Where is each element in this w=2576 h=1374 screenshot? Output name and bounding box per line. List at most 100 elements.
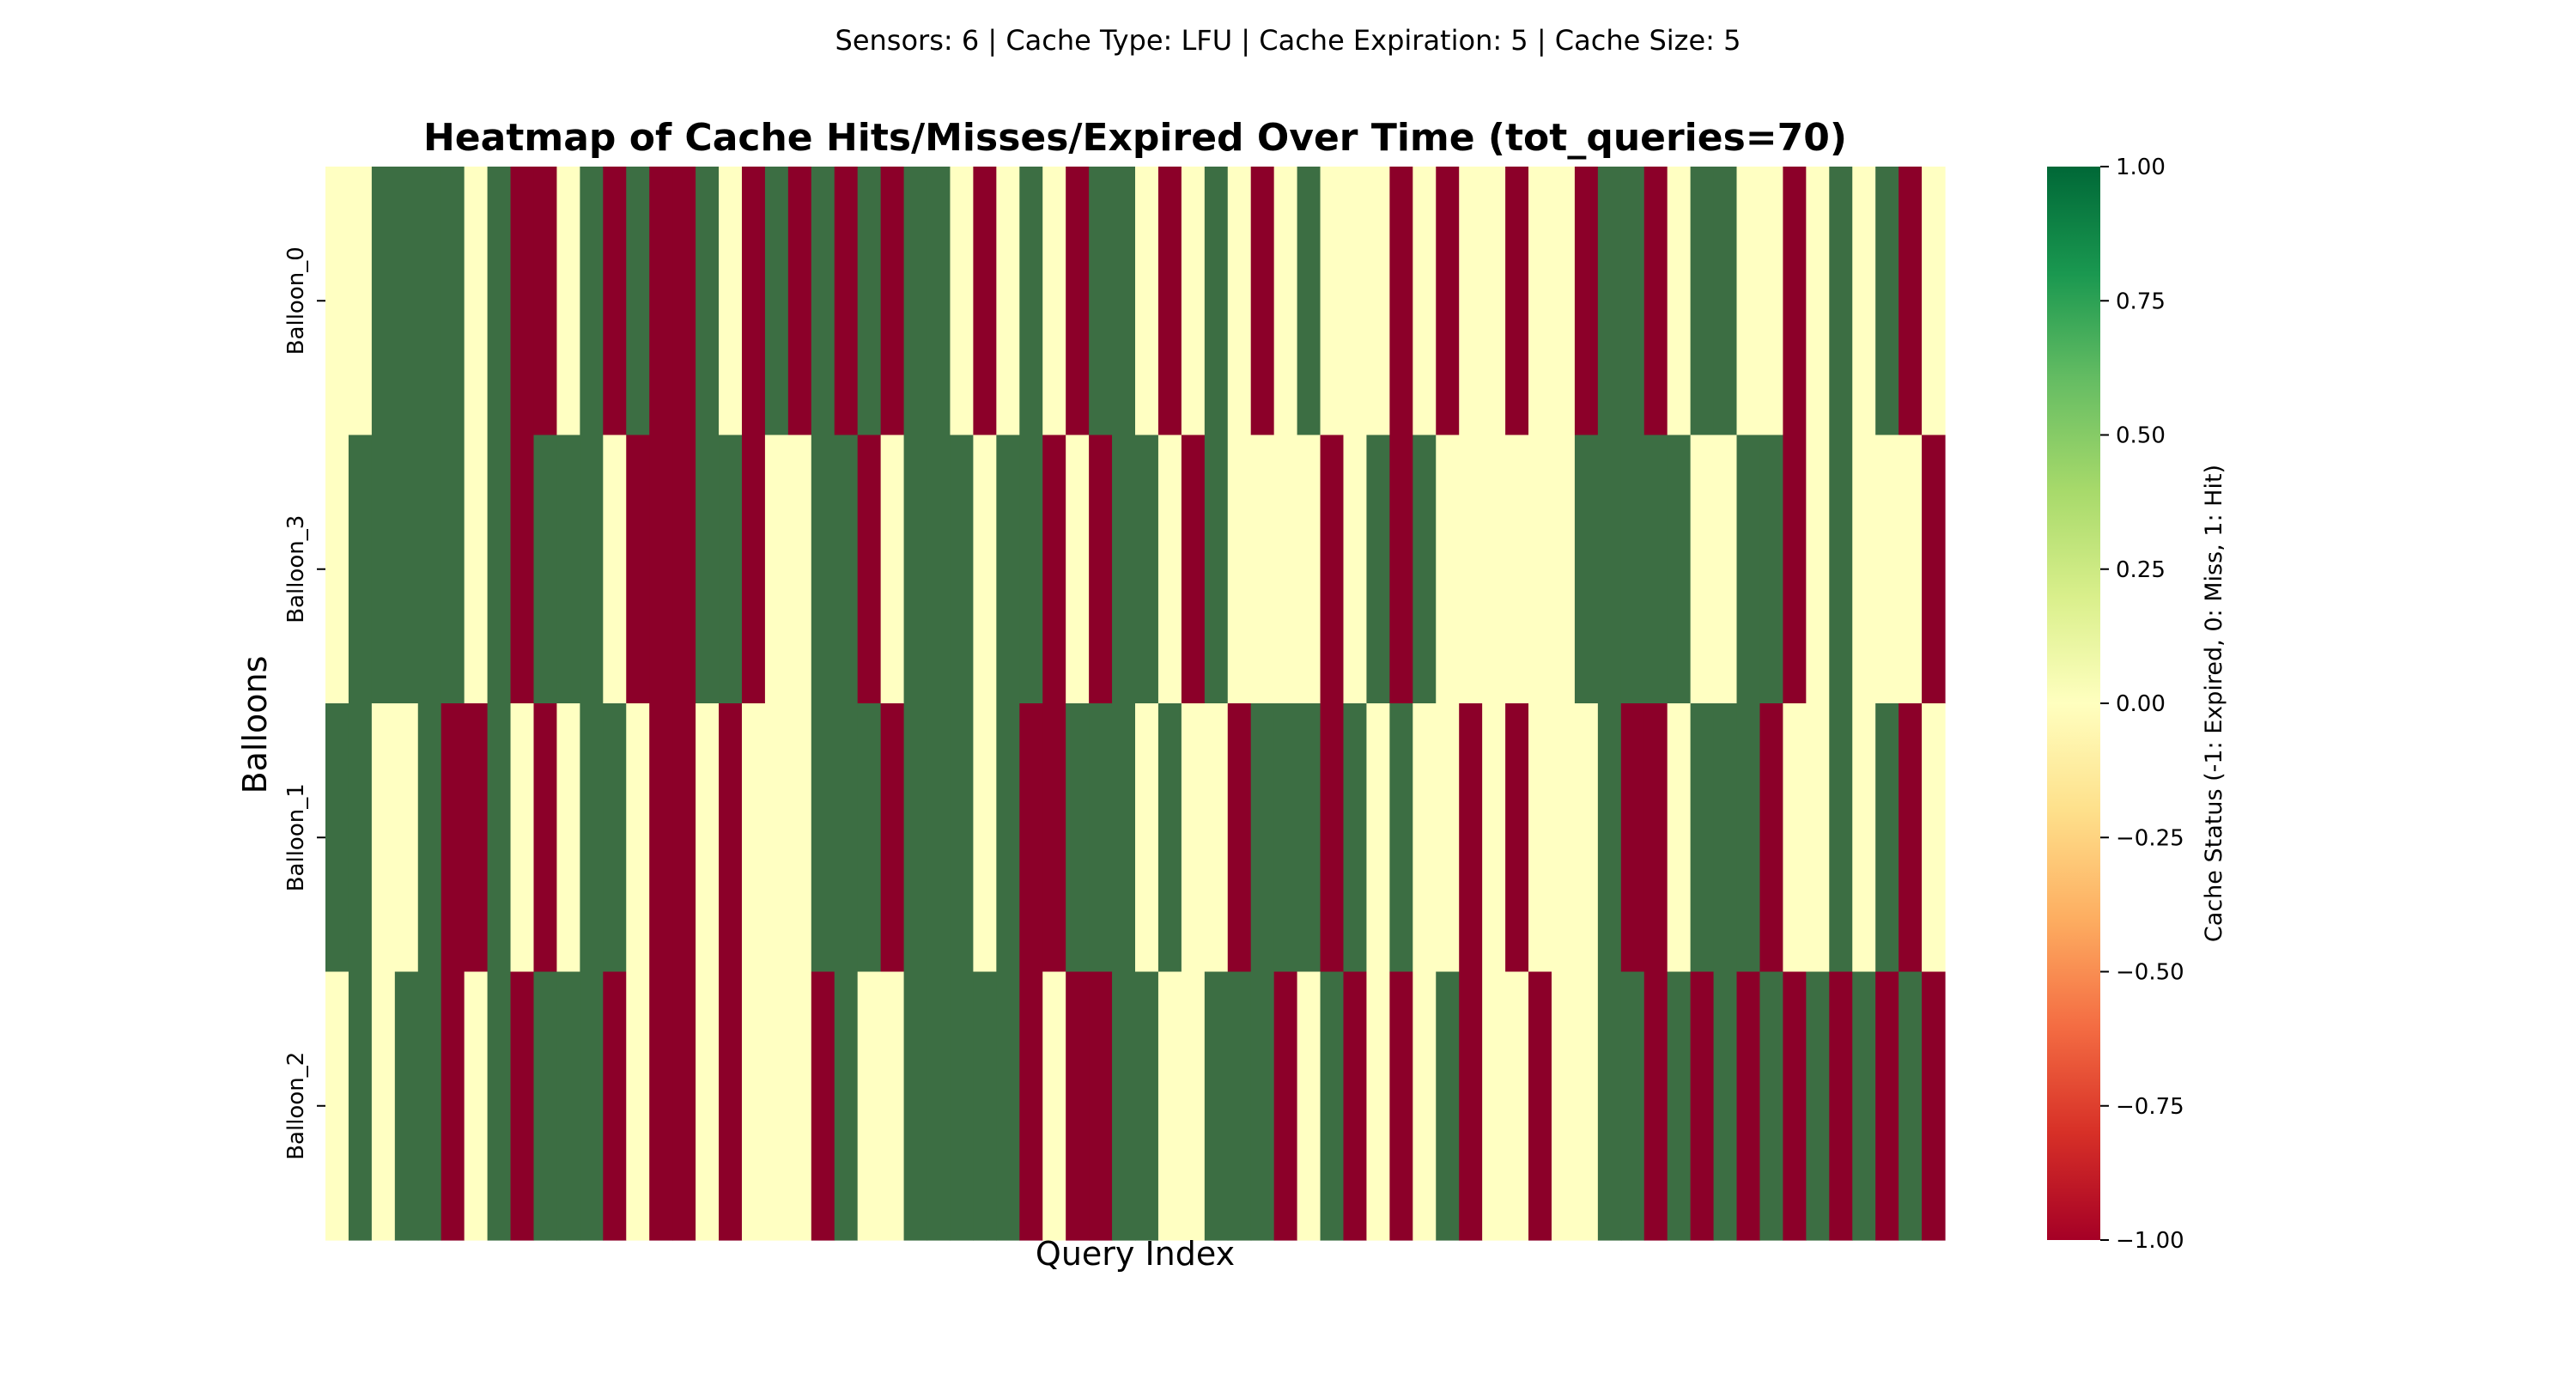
heatmap-cell: [649, 167, 673, 436]
heatmap-cell: [1250, 703, 1275, 973]
heatmap-cell: [556, 703, 580, 973]
heatmap-cell: [556, 971, 580, 1241]
heatmap-cell: [1852, 167, 1876, 436]
heatmap-cell: [764, 167, 789, 436]
heatmap-cell: [973, 167, 997, 436]
heatmap-cell: [533, 703, 558, 973]
heatmap-cell: [719, 703, 743, 973]
heatmap-cell: [1436, 435, 1460, 704]
heatmap-cell: [1413, 971, 1437, 1241]
heatmap-cell: [1389, 971, 1413, 1241]
heatmap-cell: [1643, 703, 1668, 973]
heatmap-cell: [1366, 435, 1390, 704]
heatmap-cell: [649, 703, 673, 973]
y-tick-label: Balloon_1: [283, 783, 309, 891]
heatmap-cell: [394, 703, 419, 973]
heatmap-cell: [857, 971, 882, 1241]
heatmap-cell: [510, 435, 535, 704]
heatmap-cell: [1505, 703, 1529, 973]
heatmap-cell: [440, 167, 465, 436]
heatmap-cell: [371, 703, 396, 973]
heatmap-cell: [1204, 971, 1229, 1241]
heatmap-cell: [811, 703, 835, 973]
heatmap-cell: [996, 167, 1020, 436]
heatmap-cell: [1551, 703, 1576, 973]
heatmap-cell: [903, 435, 928, 704]
heatmap-cell: [834, 167, 859, 436]
heatmap-cell: [1135, 703, 1159, 973]
heatmap-cell: [1066, 971, 1090, 1241]
heatmap-cell: [719, 435, 743, 704]
heatmap-cell: [764, 435, 789, 704]
heatmap-cell: [741, 971, 766, 1241]
heatmap-cell: [1852, 971, 1876, 1241]
heatmap-cell: [1620, 971, 1645, 1241]
heatmap-cell: [440, 971, 465, 1241]
heatmap-cell: [1089, 703, 1113, 973]
heatmap-cell: [417, 971, 442, 1241]
heatmap-cell: [696, 435, 720, 704]
heatmap-cell: [1690, 703, 1715, 973]
heatmap-cell: [1066, 703, 1090, 973]
heatmap-cell: [1759, 971, 1783, 1241]
heatmap-cell: [1528, 435, 1552, 704]
heatmap-cell: [973, 435, 997, 704]
heatmap-cell: [973, 703, 997, 973]
heatmap-cell: [1066, 435, 1090, 704]
heatmap-cell: [1597, 435, 1622, 704]
heatmap-cell: [417, 703, 442, 973]
heatmap-cell: [1112, 435, 1136, 704]
heatmap-cell: [880, 971, 905, 1241]
chart-title: Heatmap of Cache Hits/Misses/Expired Ove…: [423, 116, 1847, 160]
heatmap-cell: [1273, 435, 1298, 704]
heatmap-cell: [719, 167, 743, 436]
colorbar-ticks: 1.00 0.75 0.50 0.25 0.00 −0.25 −0.50 −0.75 −1.00: [2100, 155, 2184, 1254]
heatmap-cell: [811, 971, 835, 1241]
heatmap-cell: [973, 971, 997, 1241]
heatmap-cell: [1019, 167, 1043, 436]
heatmap-cell: [927, 167, 951, 436]
heatmap-cell: [903, 971, 928, 1241]
heatmap-cell: [1574, 971, 1599, 1241]
heatmap-cell: [1413, 167, 1437, 436]
heatmap-cell: [857, 703, 882, 973]
heatmap-cell: [556, 435, 580, 704]
heatmap-cell: [1922, 703, 1946, 973]
heatmap-cell: [1620, 167, 1645, 436]
heatmap-cell: [1736, 703, 1761, 973]
heatmap-cell: [672, 971, 696, 1241]
heatmap-cell: [394, 435, 419, 704]
heatmap-cell: [1852, 435, 1876, 704]
heatmap-cell: [1899, 167, 1923, 436]
heatmap-cell: [1227, 971, 1252, 1241]
heatmap-cell: [1157, 435, 1182, 704]
heatmap-cell: [1829, 167, 1853, 436]
heatmap-cell: [1227, 703, 1252, 973]
heatmap-cell: [880, 435, 905, 704]
heatmap-cell: [533, 167, 558, 436]
heatmap-cell: [672, 435, 696, 704]
heatmap-cell: [580, 167, 604, 436]
heatmap-cell: [487, 435, 512, 704]
heatmap-cell: [1181, 435, 1206, 704]
heatmap-cell: [394, 971, 419, 1241]
heatmap-cell: [1806, 435, 1830, 704]
colorbar-tick-label: 0.50: [2116, 423, 2166, 449]
heatmap-cell: [580, 971, 604, 1241]
heatmap-cell: [1667, 971, 1692, 1241]
heatmap-cell: [649, 435, 673, 704]
heatmap-cell: [1482, 435, 1506, 704]
heatmap-cell: [1875, 435, 1899, 704]
heatmap-cell: [1643, 167, 1668, 436]
heatmap-cell: [1597, 971, 1622, 1241]
heatmap-cell: [1759, 435, 1783, 704]
heatmap-cell: [464, 703, 489, 973]
heatmap-cell: [580, 703, 604, 973]
heatmap-cell: [1389, 167, 1413, 436]
heatmap-cell: [1089, 435, 1113, 704]
heatmap-cell: [626, 435, 650, 704]
heatmap-cell: [1343, 167, 1368, 436]
heatmap-cell: [487, 703, 512, 973]
heatmap-cell: [1066, 167, 1090, 436]
heatmap-cell: [1019, 703, 1043, 973]
